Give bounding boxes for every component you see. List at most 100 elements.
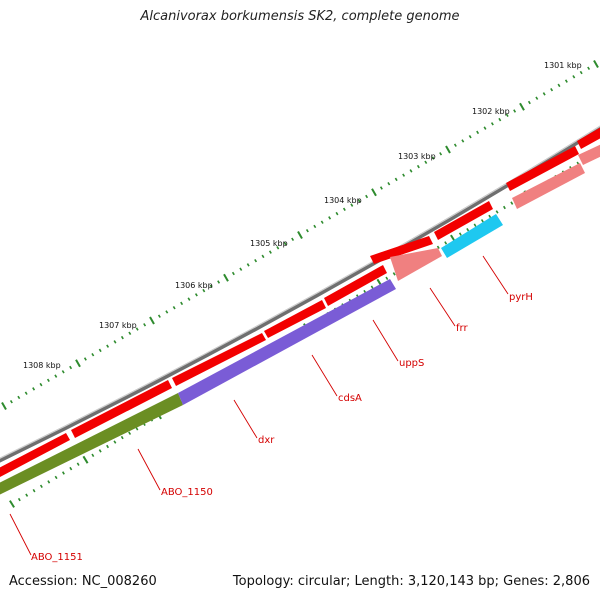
leader-ABO_1150 (137, 448, 161, 491)
gene-label-cdsA[interactable]: cdsA (338, 393, 362, 404)
minor-tick (62, 471, 65, 475)
gene-labels: pyrH frr uppS cdsA dxr ABO_1150 ABO_1151 (31, 292, 533, 563)
minor-tick (69, 365, 73, 370)
gene-label-leaders (9, 255, 509, 556)
minor-tick (143, 323, 147, 327)
minor-tick (370, 285, 374, 289)
minor-tick (128, 431, 132, 435)
minor-tick (91, 352, 95, 357)
minor-tick (239, 267, 243, 271)
minor-tick (135, 427, 139, 431)
reverse-strand-track (0, 140, 600, 497)
cds-forward-6[interactable] (370, 236, 433, 264)
minor-tick (194, 293, 198, 297)
minor-tick (488, 214, 492, 219)
minor-tick (328, 216, 332, 220)
minor-tick (17, 497, 21, 502)
gene-label-uppS[interactable]: uppS (399, 358, 424, 369)
minor-tick (76, 462, 80, 466)
minor-tick (385, 276, 389, 280)
minor-tick (135, 327, 139, 331)
gene-label-ABO_1150[interactable]: ABO_1150 (161, 487, 213, 498)
minor-tick (283, 241, 287, 246)
minor-tick (535, 96, 539, 100)
major-tick (82, 455, 89, 464)
gene-label-dxr[interactable]: dxr (258, 435, 275, 446)
minor-tick (128, 331, 132, 336)
kbp-label: 1303 kbp (398, 152, 436, 161)
cds-forward-1[interactable] (0, 433, 70, 477)
cds-dxr[interactable] (178, 279, 396, 405)
minor-tick (61, 370, 65, 374)
minor-tick (17, 395, 21, 400)
minor-tick (261, 254, 265, 259)
kbp-label: 1308 kbp (23, 361, 61, 370)
minor-tick (572, 75, 576, 79)
kbp-label: 1306 kbp (175, 281, 213, 290)
minor-tick (342, 207, 346, 212)
cds-forward-7[interactable] (434, 201, 493, 240)
minor-tick (439, 152, 443, 156)
kbp-label: 1301 kbp (544, 61, 582, 70)
major-tick (149, 316, 155, 325)
major-tick (9, 500, 15, 508)
minor-tick (254, 258, 258, 263)
minor-tick (120, 435, 124, 440)
minor-tick (510, 201, 514, 205)
minor-tick (91, 453, 95, 457)
forward-strand-track (0, 122, 600, 477)
major-tick (371, 188, 377, 197)
cds-ABO_1151[interactable] (0, 393, 183, 497)
major-tick (445, 145, 451, 154)
minor-tick (106, 344, 110, 348)
minor-tick (335, 211, 339, 216)
gene-label-ABO_1151[interactable]: ABO_1151 (31, 552, 83, 563)
minor-tick (106, 444, 109, 449)
minor-tick (172, 305, 176, 310)
leader-pyrH (482, 255, 509, 295)
minor-tick (98, 449, 102, 453)
cds-pyrH[interactable] (441, 214, 503, 258)
cds-forward-2[interactable] (71, 380, 172, 438)
minor-tick (550, 87, 554, 92)
minor-tick (505, 113, 509, 118)
minor-tick (313, 224, 317, 229)
minor-tick (453, 143, 457, 147)
cds-forward-8[interactable] (506, 146, 579, 191)
minor-tick (431, 156, 435, 160)
cds-forward-9[interactable] (577, 122, 600, 149)
minor-tick (305, 228, 309, 233)
cds-frr[interactable] (390, 248, 442, 281)
minor-tick (113, 340, 117, 344)
cds-forward-4[interactable] (264, 300, 326, 338)
minor-tick (231, 271, 235, 276)
gene-label-pyrH[interactable]: pyrH (509, 292, 533, 303)
minor-tick (480, 219, 484, 223)
kbp-labels: 1301 kbp 1302 kbp 1303 kbp 1304 kbp 1305… (23, 61, 582, 370)
cds-forward-5[interactable] (324, 265, 387, 306)
minor-tick (498, 117, 502, 122)
kbp-label: 1304 kbp (324, 196, 362, 205)
minor-tick (54, 475, 58, 480)
gene-label-frr[interactable]: frr (456, 323, 468, 334)
leader-frr (429, 287, 456, 327)
minor-tick (24, 391, 28, 395)
topology-text: Topology: circular; Length: 3,120,143 bp… (232, 574, 590, 589)
kbp-label: 1302 kbp (472, 107, 510, 116)
minor-tick (113, 440, 117, 444)
leader-uppS (372, 319, 399, 362)
leader-dxr (233, 399, 258, 439)
cds-forward-3[interactable] (172, 333, 266, 386)
outer-tick-ring (1, 60, 599, 410)
minor-tick (587, 66, 591, 71)
minor-tick (461, 139, 465, 143)
minor-tick (202, 288, 206, 293)
minor-tick (217, 280, 221, 284)
cds-reverse-red-2[interactable] (578, 140, 600, 165)
minor-tick (25, 493, 29, 497)
minor-tick (39, 382, 43, 387)
minor-tick (98, 348, 102, 353)
minor-tick (365, 194, 369, 199)
cds-reverse-red[interactable] (512, 163, 585, 209)
